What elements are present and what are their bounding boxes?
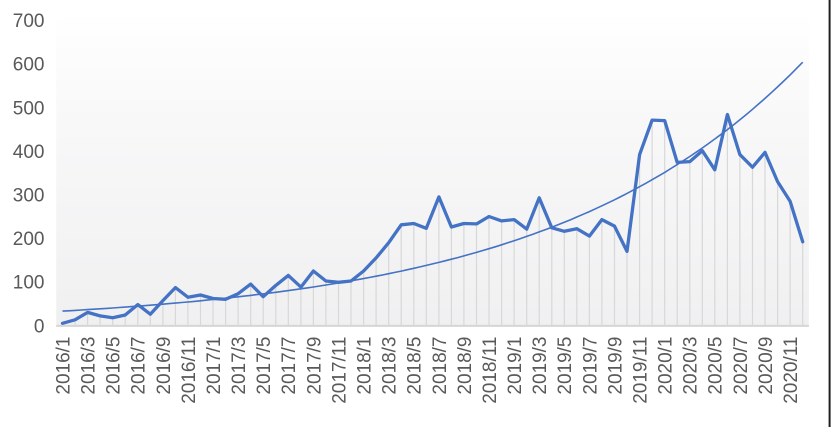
- svg-text:300: 300: [13, 186, 45, 207]
- svg-text:2020/7: 2020/7: [731, 337, 752, 395]
- svg-text:2016/9: 2016/9: [154, 337, 175, 395]
- svg-text:2018/1: 2018/1: [355, 337, 376, 395]
- svg-text:2018/5: 2018/5: [405, 337, 426, 395]
- svg-text:2016/5: 2016/5: [104, 337, 125, 395]
- svg-text:2018/7: 2018/7: [430, 337, 451, 395]
- svg-text:400: 400: [13, 142, 45, 163]
- svg-text:2018/9: 2018/9: [455, 337, 476, 395]
- svg-text:2017/1: 2017/1: [204, 337, 225, 395]
- svg-text:2020/11: 2020/11: [781, 337, 802, 404]
- svg-text:2016/7: 2016/7: [129, 337, 150, 395]
- svg-text:2020/1: 2020/1: [656, 337, 677, 395]
- svg-text:2019/3: 2019/3: [530, 337, 551, 395]
- svg-text:2018/11: 2018/11: [480, 337, 501, 404]
- svg-text:200: 200: [13, 229, 45, 250]
- svg-text:0: 0: [34, 316, 45, 337]
- svg-text:2018/3: 2018/3: [380, 337, 401, 395]
- svg-text:2016/11: 2016/11: [179, 337, 200, 404]
- svg-text:2017/5: 2017/5: [254, 337, 275, 395]
- svg-text:2017/9: 2017/9: [304, 337, 325, 395]
- svg-text:2020/9: 2020/9: [756, 337, 777, 395]
- svg-text:700: 700: [13, 11, 45, 32]
- svg-text:2019/7: 2019/7: [580, 337, 601, 395]
- svg-text:2020/3: 2020/3: [681, 337, 702, 395]
- svg-text:2019/9: 2019/9: [605, 337, 626, 395]
- svg-text:2019/1: 2019/1: [505, 337, 526, 395]
- svg-text:2019/11: 2019/11: [631, 337, 652, 404]
- svg-text:2017/11: 2017/11: [329, 337, 350, 404]
- svg-text:2017/3: 2017/3: [229, 337, 250, 395]
- svg-text:2016/3: 2016/3: [79, 337, 100, 395]
- svg-text:2017/7: 2017/7: [279, 337, 300, 395]
- svg-text:500: 500: [13, 98, 45, 119]
- svg-text:2016/1: 2016/1: [53, 337, 74, 395]
- svg-text:100: 100: [13, 273, 45, 294]
- svg-text:2019/5: 2019/5: [555, 337, 576, 395]
- svg-text:600: 600: [13, 55, 45, 76]
- svg-text:2020/5: 2020/5: [706, 337, 727, 395]
